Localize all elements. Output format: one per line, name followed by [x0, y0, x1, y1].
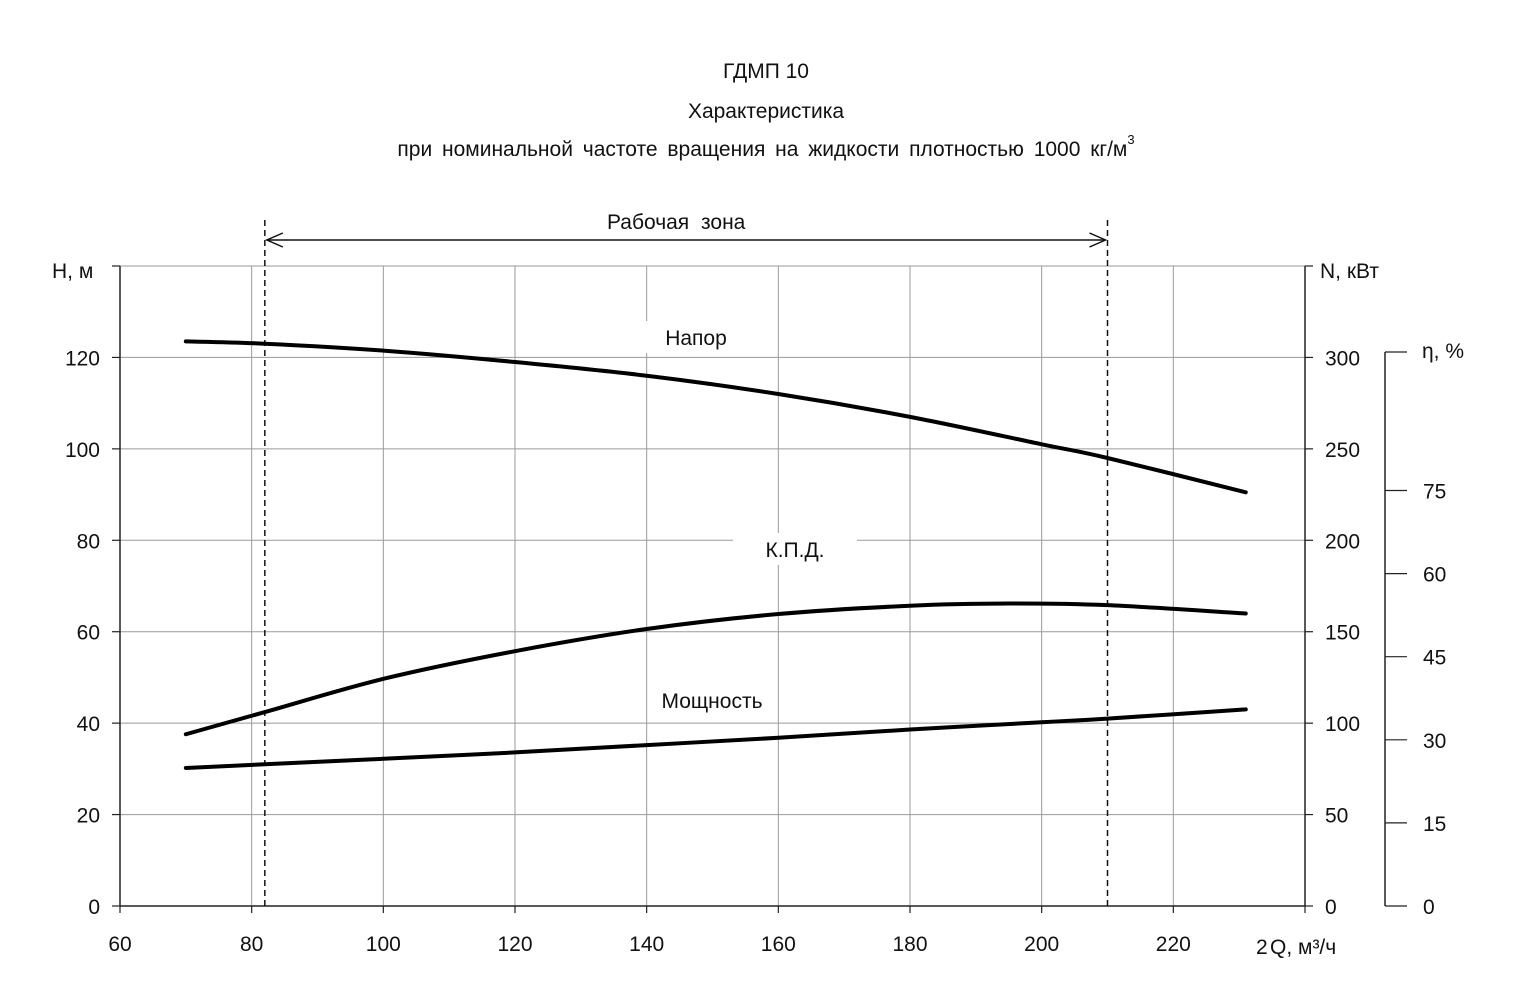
x-tick-label: 140: [629, 933, 664, 956]
y-left-axis-label: H, м: [52, 260, 93, 283]
chart-subtitle-1: Характеристика: [687, 100, 845, 123]
x-axis-label-prefix: 2: [1256, 936, 1268, 959]
working-zone-label: Рабочая зона: [607, 211, 746, 234]
series-line-eff: [183, 601, 1248, 737]
chart-subtitle-2-sup: 3: [1127, 132, 1135, 147]
x-tick-label: 100: [366, 933, 401, 956]
y-power-tick-label: 150: [1325, 622, 1360, 645]
series-label-eff: К.П.Д.: [765, 539, 824, 562]
y-left-tick-label: 80: [77, 530, 100, 553]
series-label-bg: [634, 321, 758, 353]
series-label-power: Мощность: [661, 690, 762, 713]
y-eff-tick-label: 60: [1423, 564, 1446, 587]
y-power-axis-label: N, кВт: [1320, 260, 1379, 283]
working-zone-arrowhead-right: [1089, 232, 1108, 248]
series-label-bg: [650, 684, 774, 716]
y-eff-tick-label: 75: [1423, 481, 1446, 504]
tick-labels: 60 80 100 120 140 160 180 200 220020406080100120…: [65, 347, 1446, 956]
y-power-tick-label: 250: [1325, 439, 1360, 462]
x-axis-label: Q, м³/ч: [1270, 936, 1336, 959]
y-eff-tick-label: 45: [1423, 647, 1446, 670]
y-left-tick-label: 100: [65, 439, 100, 462]
chart-subtitle-2: при номинальной частоте вращения на жидк…: [0, 132, 1532, 162]
y-left-tick-label: 0: [88, 896, 100, 919]
y-left-tick-label: 120: [65, 347, 100, 370]
y-power-tick-label: 50: [1325, 805, 1348, 828]
y-left-tick-label: 40: [77, 713, 100, 736]
y-power-tick-label: 200: [1325, 530, 1360, 553]
y-eff-tick-label: 0: [1423, 896, 1435, 919]
y-power-tick-label: 300: [1325, 347, 1360, 370]
y-left-tick-label: 20: [77, 805, 100, 828]
x-tick-label: 220: [1156, 933, 1191, 956]
y-eff-tick-label: 30: [1423, 730, 1446, 753]
series-line-power: [183, 707, 1248, 770]
chart-title: ГДМП 10: [723, 60, 809, 83]
x-tick-label: 180: [892, 933, 927, 956]
x-tick-label: 80: [240, 933, 263, 956]
x-tick-label: 120: [497, 933, 532, 956]
series-line-left: [183, 339, 1248, 495]
y-left-tick-label: 60: [77, 622, 100, 645]
y-eff-tick-label: 15: [1423, 813, 1446, 836]
chart-subtitle-2-text: при номинальной частоте вращения на жидк…: [397, 138, 1128, 161]
grid: [119, 265, 1306, 907]
axes-frame: [112, 265, 1407, 913]
axis-labels: H, м N, кВт η, % 2 Q, м³/ч: [52, 260, 1464, 959]
y-power-tick-label: 0: [1325, 896, 1337, 919]
series-label-left: Напор: [665, 327, 727, 350]
y-power-tick-label: 100: [1325, 713, 1360, 736]
y-eff-axis-label: η, %: [1422, 340, 1464, 363]
x-tick-label: 160: [761, 933, 796, 956]
working-zone-arrowhead-left: [264, 232, 284, 248]
x-tick-label: 200: [1024, 933, 1059, 956]
series-label-bg: [733, 533, 857, 565]
working-zone: Рабочая зона: [264, 211, 1109, 906]
x-tick-label: 60: [108, 933, 131, 956]
series: Напор К.П.Д. Мощность: [183, 321, 1248, 770]
